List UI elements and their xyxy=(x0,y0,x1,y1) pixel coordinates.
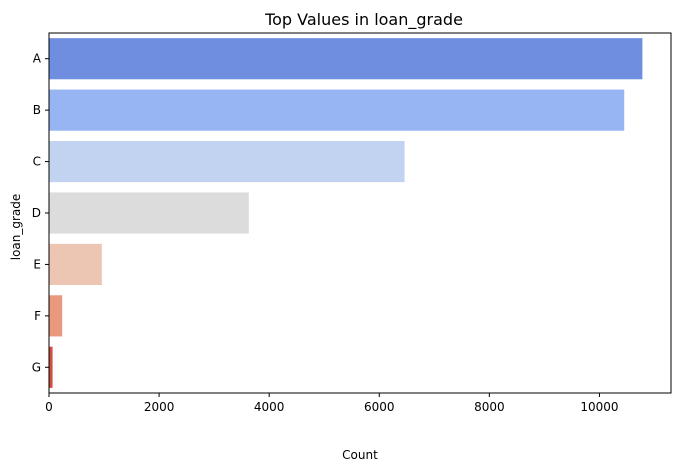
bar-C xyxy=(49,141,405,183)
y-tick-label: C xyxy=(33,155,41,169)
bar-F xyxy=(49,295,63,337)
chart-title: Top Values in loan_grade xyxy=(264,10,463,30)
x-tick-label: 10000 xyxy=(580,400,618,414)
x-tick-label: 8000 xyxy=(474,400,505,414)
x-tick-label: 2000 xyxy=(144,400,175,414)
x-tick-label: 0 xyxy=(45,400,53,414)
y-tick-label: F xyxy=(34,309,41,323)
y-tick-label: A xyxy=(33,52,42,66)
x-tick-label: 4000 xyxy=(254,400,285,414)
bar-A xyxy=(49,38,643,80)
bar-E xyxy=(49,243,102,285)
bar-B xyxy=(49,89,625,131)
x-tick-label: 6000 xyxy=(364,400,395,414)
y-tick-label: D xyxy=(32,206,41,220)
y-tick-label: G xyxy=(32,360,41,374)
bar-G xyxy=(49,346,53,388)
x-axis-ticks: 0 2000 4000 6000 8000 10000 xyxy=(45,393,619,414)
y-axis-ticks: A B C D E F G xyxy=(32,52,49,374)
bars-group xyxy=(49,38,643,388)
y-tick-label: B xyxy=(33,103,41,117)
x-axis-label: Count xyxy=(342,448,378,462)
plot-frame xyxy=(48,32,672,394)
y-axis-label: loan_grade xyxy=(9,194,23,261)
y-tick-label: E xyxy=(33,257,41,271)
bar-D xyxy=(49,192,249,234)
